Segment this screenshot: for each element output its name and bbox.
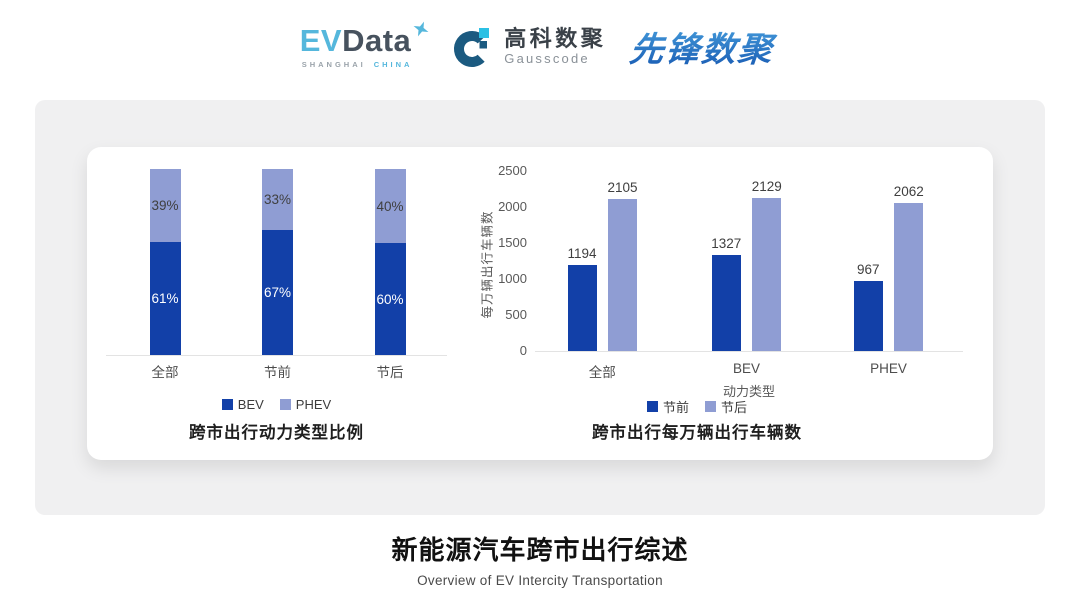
legend: 节前 节后	[483, 397, 911, 416]
evdata-china-text: CHINA	[373, 59, 413, 69]
legend-swatch	[279, 399, 291, 410]
bar-value-label: 967	[856, 262, 880, 278]
bar-segment: 39%	[149, 169, 181, 242]
bar-segment: 60%	[374, 243, 406, 355]
legend-label: BEV	[237, 397, 264, 412]
caption: 新能源汽车跨市出行综述 Overview of EV Intercity Tra…	[0, 530, 1080, 588]
y-tick-label: 2500	[498, 163, 527, 178]
chart-title: 跨市出行动力类型比例	[189, 424, 364, 442]
gausscode-mark-icon	[454, 27, 491, 67]
logo-bar: EV Data SHANGHAI CHINA 高科数聚 Gausscode 先锋数…	[0, 21, 1080, 71]
bar	[853, 281, 883, 351]
bar	[608, 199, 637, 351]
x-axis-line	[535, 351, 963, 352]
bar-value-label: 2062	[893, 183, 924, 199]
legend-label: 节前	[662, 400, 689, 415]
y-tick-label: 1500	[498, 235, 527, 250]
bar	[711, 255, 741, 351]
content-panel: 61% 39% 67% 33% 60% 40% 全部 节前 节后 BEV PHEV 跨市出行动力…	[35, 100, 1045, 515]
category-label: PHEV	[870, 361, 907, 376]
legend-label: 节后	[721, 400, 748, 415]
gausscode-en-text: Gausscode	[504, 51, 590, 67]
y-tick-label: 1000	[498, 271, 527, 286]
bar-value-label: 2105	[607, 180, 638, 196]
bar	[567, 265, 597, 351]
evdata-star-icon	[413, 21, 429, 36]
bar-segment: 61%	[149, 241, 181, 355]
legend-item: 节后	[705, 397, 747, 416]
gausscode-cn-text: 高科数聚	[504, 26, 607, 52]
evdata-ev-text: EV	[299, 22, 343, 58]
bar-value-label: 2129	[751, 178, 782, 194]
y-tick-label: 2000	[498, 199, 527, 214]
evdata-data-text: Data	[342, 22, 412, 58]
category-label: 节后	[376, 365, 404, 380]
stacked-bar-chart: 61% 39% 67% 33% 60% 40% 全部 节前 节后 BEV PHEV 跨市出行动力…	[106, 147, 447, 460]
legend: BEV PHEV	[106, 397, 447, 412]
xianfeng-logo: 先锋数聚	[628, 22, 783, 71]
bar-segment: 40%	[374, 169, 406, 244]
y-tick-label: 0	[519, 343, 527, 358]
chart-title: 跨市出行每万辆出行车辆数	[592, 424, 802, 442]
evdata-shanghai-text: SHANGHAI	[301, 59, 366, 69]
x-axis-line	[106, 355, 447, 356]
legend-label: PHEV	[295, 397, 332, 412]
category-label: 全部	[151, 365, 179, 380]
legend-swatch	[705, 401, 716, 412]
page-title: 新能源汽车跨市出行综述	[391, 535, 689, 565]
legend-swatch	[221, 399, 233, 410]
bar-segment: 67%	[262, 230, 293, 355]
bar-value-label: 1194	[567, 246, 597, 262]
legend-swatch	[646, 401, 658, 412]
gausscode-wordmark: 高科数聚 Gausscode	[504, 27, 606, 66]
evdata-tagline: SHANGHAI CHINA	[302, 60, 413, 69]
page-subtitle: Overview of EV Intercity Transportation	[417, 573, 663, 588]
category-label: BEV	[732, 361, 760, 376]
bar	[752, 197, 782, 351]
legend-item: BEV	[221, 397, 264, 412]
category-label: 全部	[588, 365, 616, 380]
gausscode-logo: 高科数聚 Gausscode	[453, 25, 606, 69]
bar	[894, 202, 924, 351]
legend-item: 节前	[646, 397, 689, 416]
evdata-wordmark: EV Data	[299, 21, 430, 58]
grouped-bar-chart: 每万辆出行车辆数 0 500 1000 1500 2000 2500 1194 2105 13…	[447, 147, 993, 460]
legend-item: PHEV	[279, 397, 332, 412]
charts-card: 61% 39% 67% 33% 60% 40% 全部 节前 节后 BEV PHEV 跨市出行动力…	[87, 147, 993, 460]
y-tick-label: 500	[505, 307, 527, 322]
category-label: 节前	[264, 365, 291, 380]
x-axis-label: 动力类型	[722, 384, 775, 399]
bar-value-label: 1327	[711, 236, 742, 252]
bar-segment: 33%	[262, 169, 293, 231]
evdata-logo: EV Data SHANGHAI CHINA	[299, 21, 430, 69]
